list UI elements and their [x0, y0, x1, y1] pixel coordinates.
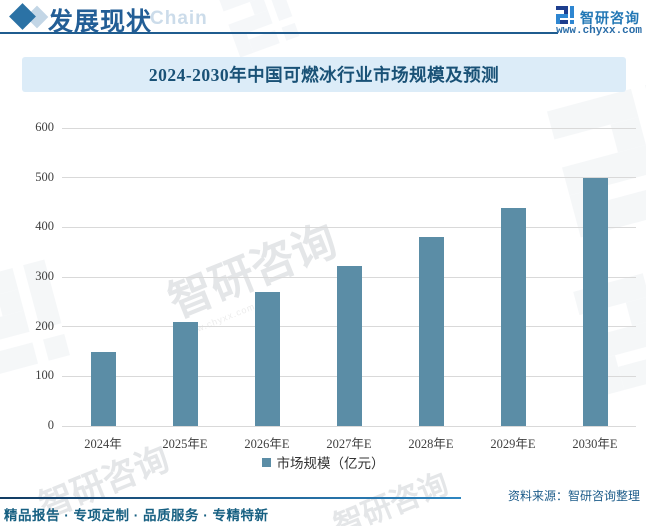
gridline: [62, 177, 636, 179]
source-label: 资料来源：智研咨询整理: [507, 489, 640, 503]
x-tick-label: 2024年: [84, 437, 122, 451]
footer-tagline: 精品报告 · 专项定制 · 品质服务 · 专精特新: [4, 508, 269, 523]
bar-2030年E: [582, 177, 608, 426]
footer-divider: [0, 497, 461, 499]
brand-url: www.chyxx.com: [556, 25, 642, 37]
diamond-icon: [9, 3, 36, 30]
gridline: [62, 425, 636, 427]
x-tick-label: 2027年E: [326, 437, 372, 451]
bar-2025年E: [172, 321, 198, 426]
x-tick-label: 2029年E: [490, 437, 536, 451]
chart-title: 2024-2030年中国可燃冰行业市场规模及预测: [148, 65, 500, 85]
y-tick-label: 400: [35, 219, 54, 234]
brand-name: 智研咨询: [580, 9, 640, 26]
chart-title-band: 2024-2030年中国可燃冰行业市场规模及预测: [22, 57, 626, 92]
gridline: [62, 127, 636, 129]
x-tick-label: 2028年E: [408, 437, 454, 451]
y-tick-label: 500: [35, 169, 54, 184]
x-tick-label: 2025年E: [162, 437, 208, 451]
x-axis-labels: 2024年 2025年E 2026年E 2027年E 2028年E 2029年E 2030年…: [62, 433, 636, 451]
legend: 市场规模（亿元）: [0, 452, 646, 472]
bar-2024年: [90, 351, 116, 426]
x-tick-label: 2030年E: [572, 437, 618, 451]
y-tick-label: 0: [47, 418, 54, 432]
y-axis-labels: 0 100 200 300 400 500 600: [0, 120, 54, 432]
bar-2026年E: [254, 291, 280, 426]
legend-swatch: [261, 457, 271, 467]
y-tick-label: 600: [35, 120, 54, 134]
zhiyan-logo-icon: [555, 5, 575, 30]
x-tick-label: 2026年E: [244, 437, 290, 451]
bar-2029年E: [500, 208, 526, 426]
plot-area: [62, 127, 636, 427]
y-tick-label: 200: [35, 318, 54, 333]
legend-label: 市场规模（亿元）: [276, 456, 385, 471]
brand-block: 智研咨询: [555, 5, 640, 30]
bar-2027年E: [336, 266, 362, 426]
section-subtitle: Chain: [150, 8, 208, 29]
header-divider: [0, 32, 558, 34]
y-tick-label: 100: [35, 368, 54, 383]
bar-2028年E: [418, 237, 444, 426]
section-title: 发展现状: [48, 9, 153, 36]
y-tick-label: 300: [35, 269, 54, 283]
gridline: [62, 226, 636, 228]
